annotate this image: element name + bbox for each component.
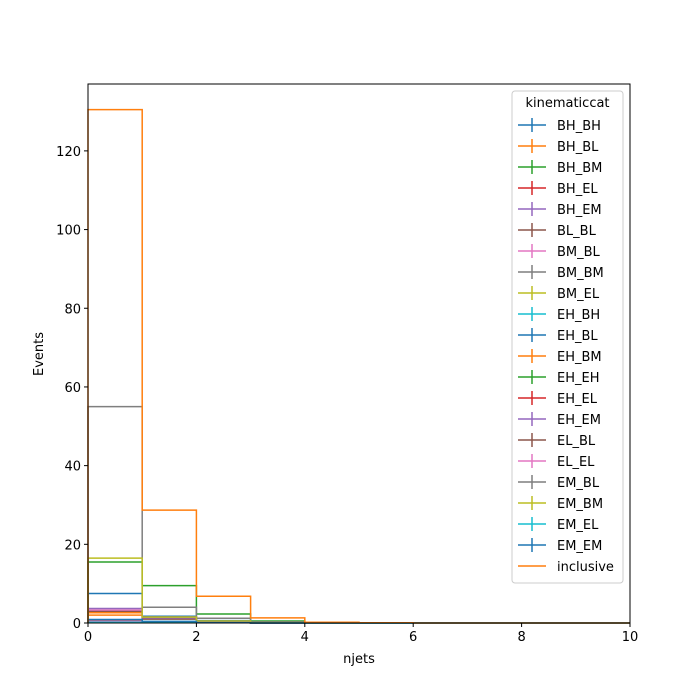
- x-axis-label: njets: [343, 652, 375, 667]
- y-tick-label: 40: [64, 460, 81, 475]
- legend-label: BM_BL: [557, 245, 601, 260]
- legend-item: BH_EL: [518, 181, 598, 197]
- legend-item: EH_EH: [518, 370, 599, 386]
- legend-item: BM_BL: [518, 244, 601, 260]
- legend-label: BH_BH: [557, 119, 601, 134]
- legend-item: BM_BM: [518, 265, 604, 281]
- legend-label: EH_BH: [557, 308, 600, 323]
- x-axis: 0 2 4 6 8 10: [84, 623, 638, 645]
- legend-label: BH_BM: [557, 161, 602, 176]
- legend-label: EH_EL: [557, 392, 598, 407]
- legend-item: EM_BM: [518, 496, 603, 512]
- legend-label: EM_BL: [557, 476, 600, 491]
- legend-label: BH_BL: [557, 140, 599, 155]
- legend-label: BH_EM: [557, 203, 602, 218]
- legend-item: EH_BH: [518, 307, 600, 323]
- y-tick-label: 20: [64, 538, 81, 553]
- y-tick-label: 60: [64, 381, 81, 396]
- legend-frame: [511, 90, 624, 584]
- legend-item: EH_BL: [518, 328, 598, 344]
- legend-item: EH_EM: [518, 412, 601, 428]
- legend-label: BM_BM: [557, 266, 604, 281]
- x-tick-label: 6: [409, 630, 417, 645]
- x-tick-label: 2: [192, 630, 200, 645]
- legend-label: BM_EL: [557, 287, 600, 302]
- x-tick-label: 8: [517, 630, 525, 645]
- legend-label: EL_BL: [557, 434, 596, 449]
- axes-frame: [87, 83, 631, 624]
- legend-item: BH_EM: [518, 202, 602, 218]
- legend-item: BH_BL: [518, 139, 599, 155]
- y-tick-label: 120: [56, 145, 81, 160]
- legend-item: BH_BM: [518, 160, 602, 176]
- legend-item: inclusive: [518, 560, 614, 575]
- legend-label: EH_BL: [557, 329, 598, 344]
- y-tick-label: 80: [64, 302, 81, 317]
- legend-item: EM_EL: [518, 517, 599, 533]
- legend-label: EM_BM: [557, 497, 603, 512]
- x-tick-label: 10: [622, 630, 639, 645]
- legend-item: EM_EM: [518, 538, 602, 554]
- legend-label: EM_EM: [557, 539, 602, 554]
- legend-item: EH_EL: [518, 391, 598, 407]
- legend-label: EM_EL: [557, 518, 599, 533]
- y-tick-label: 0: [73, 617, 81, 632]
- legend-label: BL_BL: [557, 224, 597, 239]
- legend-label: EH_EM: [557, 413, 601, 428]
- legend-item: BH_BH: [518, 118, 601, 134]
- legend: kinematiccat BH_BH BH_BL BH_BM BH_EL BH_EM BL_…: [511, 90, 624, 584]
- legend-label: inclusive: [557, 560, 614, 575]
- x-tick-label: 4: [301, 630, 309, 645]
- legend-item: BL_BL: [518, 223, 597, 239]
- legend-item: EM_BL: [518, 475, 600, 491]
- legend-label: BH_EL: [557, 182, 598, 197]
- legend-title: kinematiccat: [525, 96, 609, 111]
- legend-item: BM_EL: [518, 286, 600, 302]
- y-axis-label: Events: [32, 332, 47, 376]
- legend-label: EH_BM: [557, 350, 602, 365]
- legend-item: EH_BM: [518, 349, 602, 365]
- legend-label: EH_EH: [557, 371, 599, 386]
- legend-label: EL_EL: [557, 455, 595, 470]
- legend-item: EL_EL: [518, 454, 595, 470]
- y-axis: 0 20 40 60 80 100 120: [56, 145, 88, 632]
- x-tick-label: 0: [84, 630, 92, 645]
- y-tick-label: 100: [56, 224, 81, 239]
- legend-item: EL_BL: [518, 433, 596, 449]
